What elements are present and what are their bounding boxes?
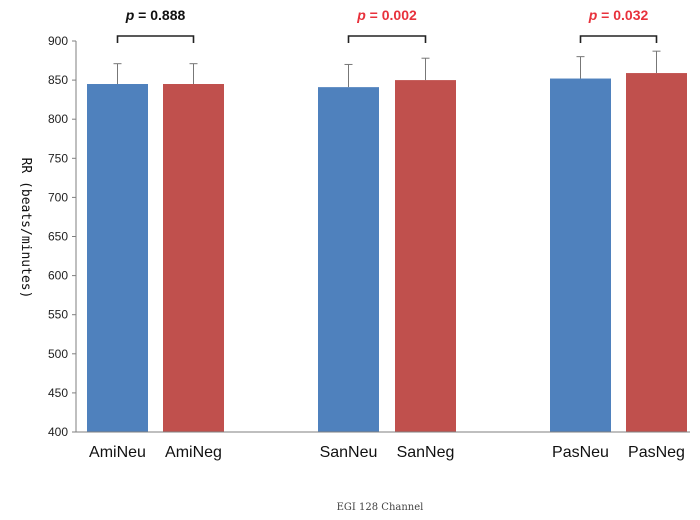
footer-label: EGI 128 Channel <box>337 502 424 513</box>
y-axis-label: RR (beats/minutes) <box>18 158 33 299</box>
p-symbol: p <box>588 7 598 23</box>
comparison-bracket <box>347 35 427 43</box>
y-tick-label: 550 <box>48 308 68 322</box>
bar-pasneg <box>626 73 687 432</box>
x-tick-label-sanneg: SanNeg <box>397 444 455 461</box>
comparison-bracket <box>116 35 195 43</box>
x-tick-label-amineg: AmiNeg <box>165 444 222 461</box>
x-tick-label-pasneg: PasNeg <box>628 444 685 461</box>
y-tick-label: 450 <box>48 386 68 400</box>
bar-sanneg <box>395 80 456 432</box>
error-bars-group <box>113 50 661 88</box>
p-value-label: p = 0.002 <box>356 7 417 23</box>
p-value-text: = 0.888 <box>134 7 185 23</box>
p-symbol: p <box>356 7 366 23</box>
bar-amineg <box>163 84 224 432</box>
y-tick-label: 850 <box>48 73 68 87</box>
y-tick-label: 500 <box>48 347 68 361</box>
bar-pasneu <box>550 78 611 432</box>
y-axis: 400 450 500 550 600 650 700 750 800 850 900 <box>48 34 77 439</box>
x-axis: AmiNeu AmiNeg SanNeu SanNeg PasNeu PasNeg <box>76 431 690 461</box>
y-tick-label: 400 <box>48 425 68 439</box>
p-value-text: = 0.032 <box>597 7 648 23</box>
x-tick-label-amineu: AmiNeu <box>89 444 146 461</box>
p-value-text: = 0.002 <box>366 7 417 23</box>
p-symbol: p <box>125 7 135 23</box>
bar-amineu <box>87 84 148 432</box>
y-tick-label: 900 <box>48 34 68 48</box>
y-tick-label: 600 <box>48 269 68 283</box>
y-tick-label: 750 <box>48 151 68 165</box>
comparison-bracket <box>579 35 658 43</box>
bars-group <box>87 73 687 432</box>
bar-sanneu <box>318 87 379 432</box>
p-value-label: p = 0.032 <box>588 7 649 23</box>
x-tick-label-pasneu: PasNeu <box>552 444 609 461</box>
comparisons-group: p = 0.888 p = 0.002 p = 0.032 <box>116 7 658 43</box>
p-value-label: p = 0.888 <box>125 7 186 23</box>
y-tick-label: 700 <box>48 190 68 204</box>
x-tick-label-sanneu: SanNeu <box>320 444 378 461</box>
y-tick-label: 800 <box>48 112 68 126</box>
y-tick-label: 650 <box>48 230 68 244</box>
